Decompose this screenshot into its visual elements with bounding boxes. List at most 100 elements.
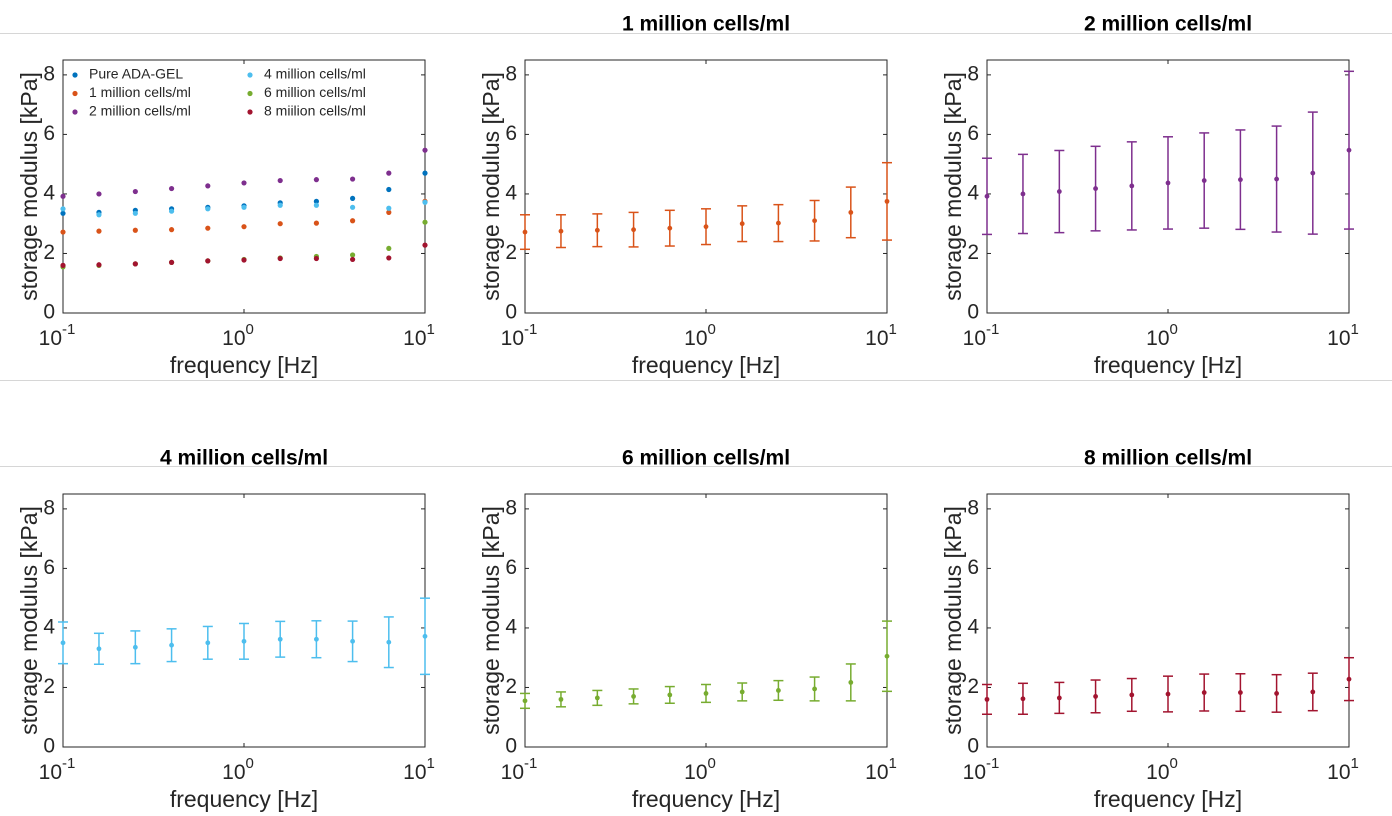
x-axis-label: frequency [Hz] <box>1094 786 1242 812</box>
data-point <box>703 691 709 696</box>
data-point <box>1129 692 1135 698</box>
x-axis-label: frequency [Hz] <box>170 786 318 812</box>
data-point <box>60 206 66 212</box>
data-point <box>1093 186 1098 191</box>
data-point <box>558 696 564 702</box>
data-point <box>422 219 428 225</box>
data-point <box>313 177 320 183</box>
x-tick-exponent: 1 <box>1351 321 1359 338</box>
y-tick-label: 8 <box>967 62 979 85</box>
y-tick-label: 4 <box>505 615 517 638</box>
y-axis-label: storage modulus [kPa] <box>478 72 504 301</box>
data-point <box>132 261 138 267</box>
x-axis-label: frequency [Hz] <box>170 352 318 378</box>
data-point <box>1238 177 1243 183</box>
y-tick-label: 2 <box>43 675 55 698</box>
data-point <box>667 225 673 231</box>
x-tick-label: 101 <box>403 755 435 784</box>
data-point <box>1238 690 1243 695</box>
data-point <box>667 692 673 698</box>
data-point <box>631 227 636 233</box>
y-axis-label: storage modulus [kPa] <box>16 506 42 735</box>
subplot-title: 1 million cells/ml <box>622 13 790 36</box>
data-point <box>132 227 138 233</box>
data-point <box>349 204 356 210</box>
y-tick-label: 4 <box>43 615 55 638</box>
legend-marker <box>247 90 253 97</box>
data-point <box>984 696 990 702</box>
data-point <box>884 198 890 204</box>
data-point <box>349 218 356 224</box>
x-tick-exponent: 1 <box>427 321 435 338</box>
data-point <box>1346 147 1352 153</box>
y-tick-label: 4 <box>43 181 55 204</box>
data-point <box>349 176 356 182</box>
y-tick-label: 6 <box>505 122 517 145</box>
y-tick-label: 4 <box>505 181 517 204</box>
x-tick-exponent: 0 <box>708 321 716 338</box>
data-point <box>848 209 854 215</box>
data-point <box>349 252 356 258</box>
legend-label: 6 million cells/ml <box>264 84 366 100</box>
y-tick-label: 8 <box>967 496 979 519</box>
data-point <box>386 170 392 176</box>
x-tick-exponent: 0 <box>708 755 716 772</box>
x-tick-base: 10 <box>865 327 888 350</box>
data-point <box>1093 694 1098 699</box>
x-tick-label: 101 <box>865 321 897 350</box>
data-point <box>168 208 175 214</box>
x-tick-exponent: -1 <box>524 755 537 772</box>
data-point <box>422 633 428 639</box>
data-point <box>277 202 283 208</box>
data-point <box>631 694 636 699</box>
x-axis-label: frequency [Hz] <box>632 352 780 378</box>
x-tick-label: 101 <box>1327 755 1359 784</box>
data-point <box>386 255 392 261</box>
x-tick-base: 10 <box>684 327 707 350</box>
data-point <box>277 221 283 227</box>
data-point <box>386 639 392 645</box>
y-tick-label: 0 <box>505 735 517 758</box>
data-point <box>313 202 320 208</box>
y-tick-label: 0 <box>43 735 55 758</box>
data-point <box>703 224 709 230</box>
y-tick-label: 6 <box>43 122 55 145</box>
data-point <box>60 210 66 216</box>
y-tick-label: 2 <box>967 241 979 264</box>
axes-box <box>62 493 426 748</box>
x-tick-exponent: 1 <box>427 755 435 772</box>
data-point <box>132 188 138 195</box>
x-axis-label: frequency [Hz] <box>1094 352 1242 378</box>
x-tick-base: 10 <box>403 761 426 784</box>
x-tick-base: 10 <box>39 327 62 350</box>
data-point <box>522 698 528 704</box>
data-point <box>241 638 247 644</box>
data-point <box>1274 691 1279 696</box>
y-tick-label: 6 <box>967 122 979 145</box>
data-point <box>422 147 428 153</box>
data-point <box>96 228 102 234</box>
data-point <box>132 644 138 650</box>
data-point <box>277 177 283 184</box>
x-tick-label: 100 <box>222 755 254 784</box>
data-point <box>848 680 854 685</box>
data-point <box>422 199 428 205</box>
legend-marker <box>247 72 253 78</box>
x-tick-label: 100 <box>684 755 716 784</box>
legend-marker <box>72 109 78 115</box>
y-tick-label: 8 <box>505 496 517 519</box>
x-tick-exponent: -1 <box>62 755 75 772</box>
x-tick-exponent: 1 <box>889 755 897 772</box>
y-tick-label: 8 <box>43 62 55 85</box>
x-tick-label: 100 <box>684 321 716 350</box>
legend-marker <box>247 109 253 115</box>
data-point <box>241 204 247 210</box>
x-tick-base: 10 <box>501 761 524 784</box>
y-tick-label: 4 <box>967 181 979 204</box>
data-point <box>205 225 211 231</box>
x-tick-label: 100 <box>1146 321 1178 350</box>
y-tick-label: 2 <box>505 675 517 698</box>
